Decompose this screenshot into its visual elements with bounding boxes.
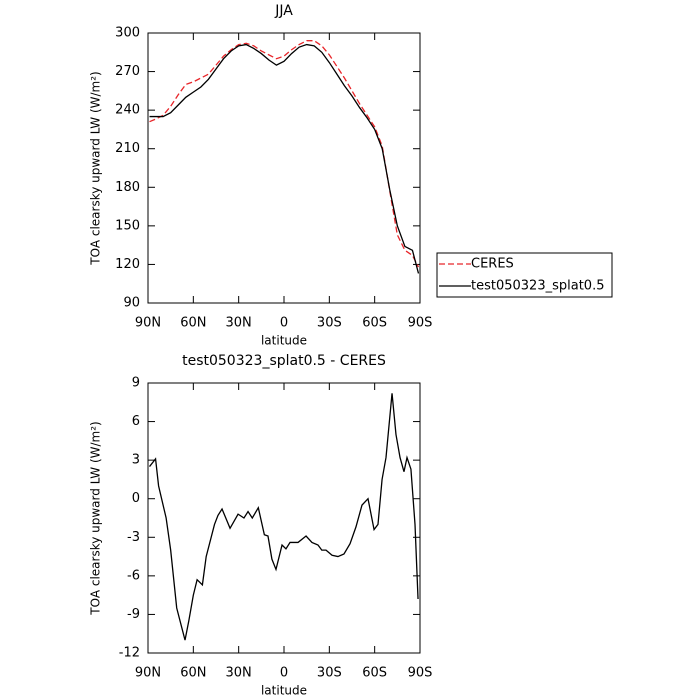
- x-tick-label: 90N: [135, 316, 161, 331]
- y-tick-label: 180: [115, 180, 140, 195]
- y-tick-label: 90: [123, 296, 140, 311]
- y-tick-label: -12: [119, 646, 140, 661]
- y-tick-label: 120: [115, 257, 140, 272]
- y-tick-label: 210: [115, 141, 140, 156]
- y-axis-label: TOA clearsky upward LW (W/m²): [89, 421, 103, 615]
- panel-title: JJA: [274, 3, 293, 19]
- x-tick-label: 30N: [226, 316, 252, 331]
- y-tick-label: 3: [132, 453, 140, 468]
- x-tick-label: 30N: [226, 666, 252, 681]
- y-tick-label: -9: [127, 607, 140, 622]
- y-axis-label: TOA clearsky upward LW (W/m²): [89, 71, 103, 265]
- data-line: [148, 393, 419, 641]
- x-tick-label: 60N: [180, 666, 206, 681]
- y-tick-label: 150: [115, 218, 140, 233]
- x-tick-label: 90N: [135, 666, 161, 681]
- y-tick-label: -6: [127, 568, 140, 583]
- y-tick-label: 0: [132, 491, 140, 506]
- data-line: [149, 40, 420, 268]
- x-tick-label: 90S: [408, 666, 433, 681]
- y-tick-label: 270: [115, 64, 140, 79]
- data-line: [149, 43, 420, 274]
- x-tick-label: 60S: [362, 666, 387, 681]
- x-tick-label: 0: [280, 666, 288, 681]
- x-axis-label: latitude: [261, 684, 307, 698]
- panel-title: test050323_splat0.5 - CERES: [182, 353, 386, 369]
- x-tick-label: 0: [280, 316, 288, 331]
- y-tick-label: -3: [127, 530, 140, 545]
- y-tick-label: 9: [132, 376, 140, 391]
- x-axis-label: latitude: [261, 334, 307, 348]
- x-tick-label: 30S: [317, 666, 342, 681]
- x-tick-label: 90S: [408, 316, 433, 331]
- x-tick-label: 30S: [317, 316, 342, 331]
- plot-frame: [147, 32, 421, 304]
- legend-label: CERES: [471, 257, 514, 272]
- y-tick-label: 6: [132, 414, 140, 429]
- legend-box: [436, 252, 613, 298]
- x-tick-label: 60N: [180, 316, 206, 331]
- x-tick-label: 60S: [362, 316, 387, 331]
- y-tick-label: 300: [115, 26, 140, 41]
- y-tick-label: 240: [115, 103, 140, 118]
- legend-label: test050323_splat0.5: [471, 279, 604, 294]
